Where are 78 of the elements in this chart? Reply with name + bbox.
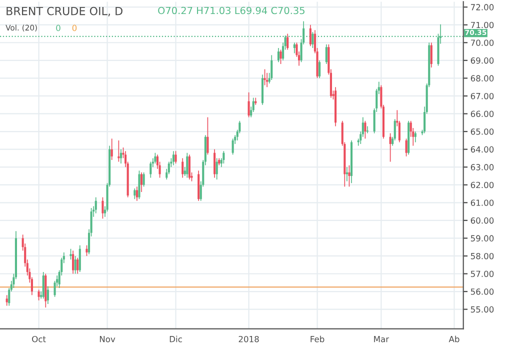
candlestick — [312, 32, 314, 48]
candlestick — [38, 289, 40, 301]
y-tick-label: 70.00 — [470, 40, 494, 46]
candlestick — [318, 60, 321, 79]
candlestick — [293, 42, 296, 54]
y-tick-label: 60.00 — [470, 217, 494, 224]
candlestick — [206, 116, 209, 156]
candlestick — [134, 188, 136, 200]
y-tick-label: 65.00 — [470, 128, 494, 135]
candlestick — [72, 250, 74, 274]
y-tick-label: 59.00 — [470, 235, 494, 242]
y-tick-label: 66.00 — [470, 110, 494, 118]
candlestick — [76, 257, 79, 274]
candlestick — [46, 286, 49, 304]
x-tick-label: 2018 — [238, 336, 259, 342]
candlestick — [366, 126, 369, 134]
candlestick — [70, 248, 72, 260]
candlestick — [222, 150, 225, 164]
annotation: 0 — [56, 24, 60, 32]
y-tick-label: 56.00 — [470, 288, 494, 295]
chart-title: BRENT CRUDE OIL, D — [6, 6, 122, 16]
candlestick — [430, 42, 432, 68]
candlestick — [264, 68, 266, 86]
candlestick — [216, 158, 218, 180]
y-tick-label: 71.00 — [470, 22, 494, 28]
candlestick — [150, 161, 152, 178]
candlestick — [86, 244, 88, 256]
candlestick — [42, 272, 44, 300]
candlestick — [248, 92, 250, 118]
candlestick — [414, 131, 416, 143]
candlestick — [232, 138, 234, 156]
candlestick — [364, 120, 366, 140]
x-tick-label: Feb — [310, 336, 324, 342]
candlestick — [120, 148, 122, 164]
x-tick-label: Dic — [170, 336, 182, 342]
y-tick-label: 63.00 — [470, 164, 494, 170]
candlestick — [389, 132, 392, 162]
candlestick — [348, 164, 350, 188]
annotation: O70.27 H71.03 L69.94 C70.35 — [158, 6, 304, 14]
y-tick-label: 68.00 — [470, 75, 494, 82]
candlestick — [94, 196, 97, 214]
candlestick — [140, 172, 143, 192]
candlestick — [186, 152, 188, 178]
candlestick — [405, 138, 408, 157]
candlestick — [270, 54, 273, 80]
y-tick-label: 55.00 — [470, 306, 494, 313]
candlestick — [182, 158, 184, 178]
y-tick-label: 61.00 — [470, 200, 494, 206]
y-tick-label: 64.00 — [470, 146, 494, 153]
y-tick-label: 67.00 — [470, 92, 494, 100]
x-tick-label: Mar — [374, 336, 390, 342]
candlestick — [138, 170, 140, 200]
y-tick-label: 62.00 — [470, 182, 494, 188]
x-tick-label: Nov — [100, 336, 116, 342]
candlestick — [102, 196, 104, 220]
candlestick — [172, 150, 174, 166]
candlestick — [154, 152, 156, 164]
candlestick — [136, 186, 138, 202]
y-tick-label: 57.00 — [470, 270, 494, 278]
y-tick-label: 69.00 — [470, 57, 494, 64]
candlestick — [142, 172, 145, 188]
candlestick — [214, 148, 216, 178]
candlestick — [188, 154, 190, 180]
candlestick — [325, 44, 328, 64]
x-tick-label: Ab — [448, 336, 460, 342]
y-tick-label: 72.00 — [470, 4, 494, 10]
annotation: 0 — [72, 24, 77, 32]
candlestick — [74, 256, 76, 274]
candlestick — [110, 138, 113, 160]
candlestick — [174, 150, 177, 164]
candlestick — [78, 244, 81, 272]
x-tick-label: Oct — [32, 336, 46, 342]
candlestick — [277, 48, 280, 63]
candlestick — [6, 294, 8, 306]
candlestick — [280, 49, 282, 64]
y-tick-label: 58.00 — [470, 252, 494, 260]
candlestick — [286, 33, 289, 50]
candlestick — [309, 24, 312, 47]
